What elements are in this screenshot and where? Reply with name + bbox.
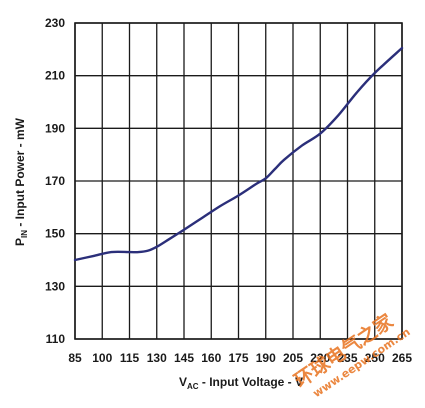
chart-grid — [74, 22, 403, 340]
y-tick-label: 150 — [45, 227, 65, 241]
x-axis-title-sub: AC — [187, 382, 199, 391]
y-tick-labels: 110 130 150 170 190 210 230 — [45, 16, 65, 346]
y-tick-label: 210 — [45, 69, 65, 83]
series-layer — [73, 46, 404, 262]
x-tick-label: 190 — [256, 351, 276, 365]
x-tick-label: 85 — [68, 351, 82, 365]
plot-frame — [74, 22, 403, 340]
x-tick-label: 265 — [392, 351, 412, 365]
x-axis-title-main: V — [179, 375, 187, 389]
x-axis-title: VAC - Input Voltage - V — [179, 375, 303, 391]
y-tick-label: 130 — [45, 279, 65, 293]
y-axis-title-main: P — [13, 238, 27, 246]
y-axis-title: PIN - Input Power - mW — [13, 117, 29, 246]
x-tick-label: 250 — [365, 351, 385, 365]
y-tick-label: 190 — [45, 121, 65, 135]
x-tick-label: 145 — [174, 351, 194, 365]
y-tick-label: 170 — [45, 174, 65, 188]
y-tick-label: 110 — [46, 332, 66, 346]
x-tick-label: 175 — [228, 351, 248, 365]
x-tick-label: 205 — [283, 351, 303, 365]
x-tick-label: 100 — [92, 351, 112, 365]
y-axis-title-sub: IN — [20, 230, 29, 238]
x-tick-label: 115 — [120, 351, 140, 365]
x-tick-label: 160 — [201, 351, 221, 365]
x-tick-label: 235 — [337, 351, 357, 365]
series-line — [73, 46, 404, 262]
x-tick-label: 220 — [310, 351, 330, 365]
y-tick-label: 230 — [45, 16, 65, 30]
x-tick-labels: 85 100 115 130 145 160 175 190 205 220 235 250 265 — [68, 351, 412, 365]
x-tick-label: 130 — [147, 351, 167, 365]
y-axis-title-rest: - Input Power - mW — [13, 117, 27, 230]
x-axis-title-rest: - Input Voltage - V — [199, 375, 303, 389]
